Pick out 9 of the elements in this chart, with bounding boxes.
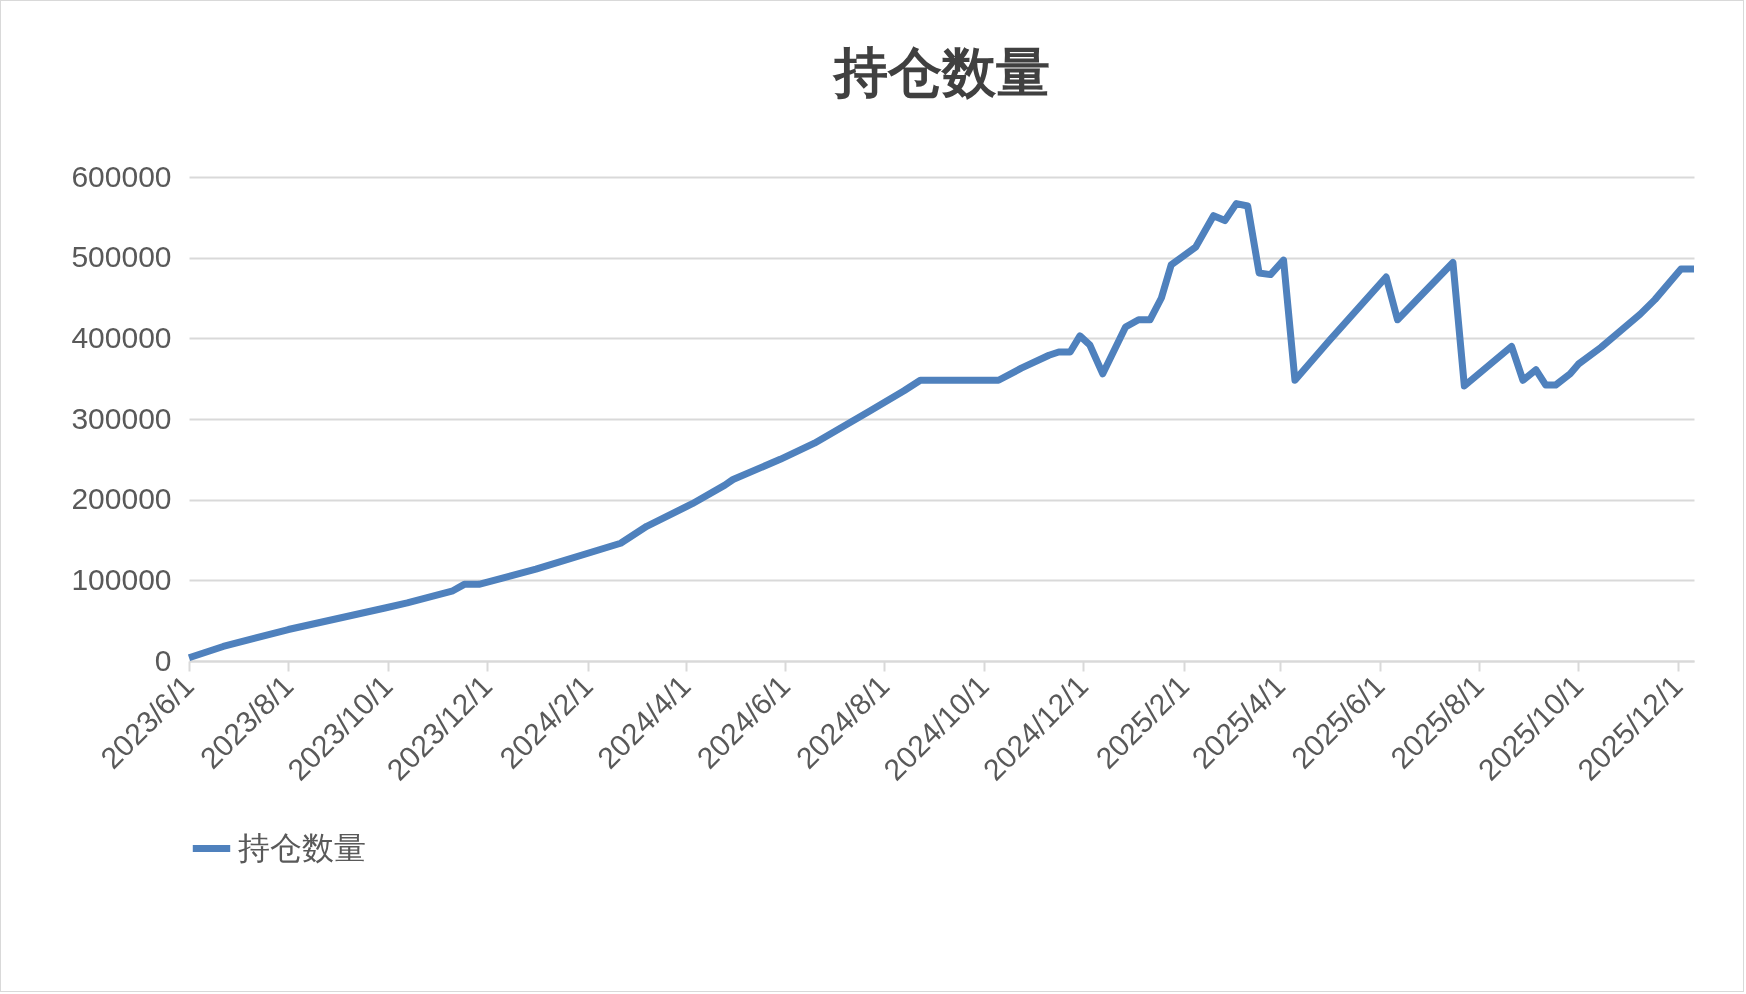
y-tick-label: 200000 — [71, 482, 172, 516]
y-tick-label: 0 — [154, 643, 172, 677]
chart-title: 持仓数量 — [831, 43, 1050, 103]
y-tick-label: 100000 — [71, 562, 172, 596]
y-tick-label: 400000 — [71, 320, 172, 354]
y-tick-label: 600000 — [71, 159, 172, 193]
y-tick-label: 500000 — [71, 240, 172, 274]
y-tick-label: 300000 — [71, 401, 172, 435]
legend-label: 持仓数量 — [238, 829, 366, 866]
